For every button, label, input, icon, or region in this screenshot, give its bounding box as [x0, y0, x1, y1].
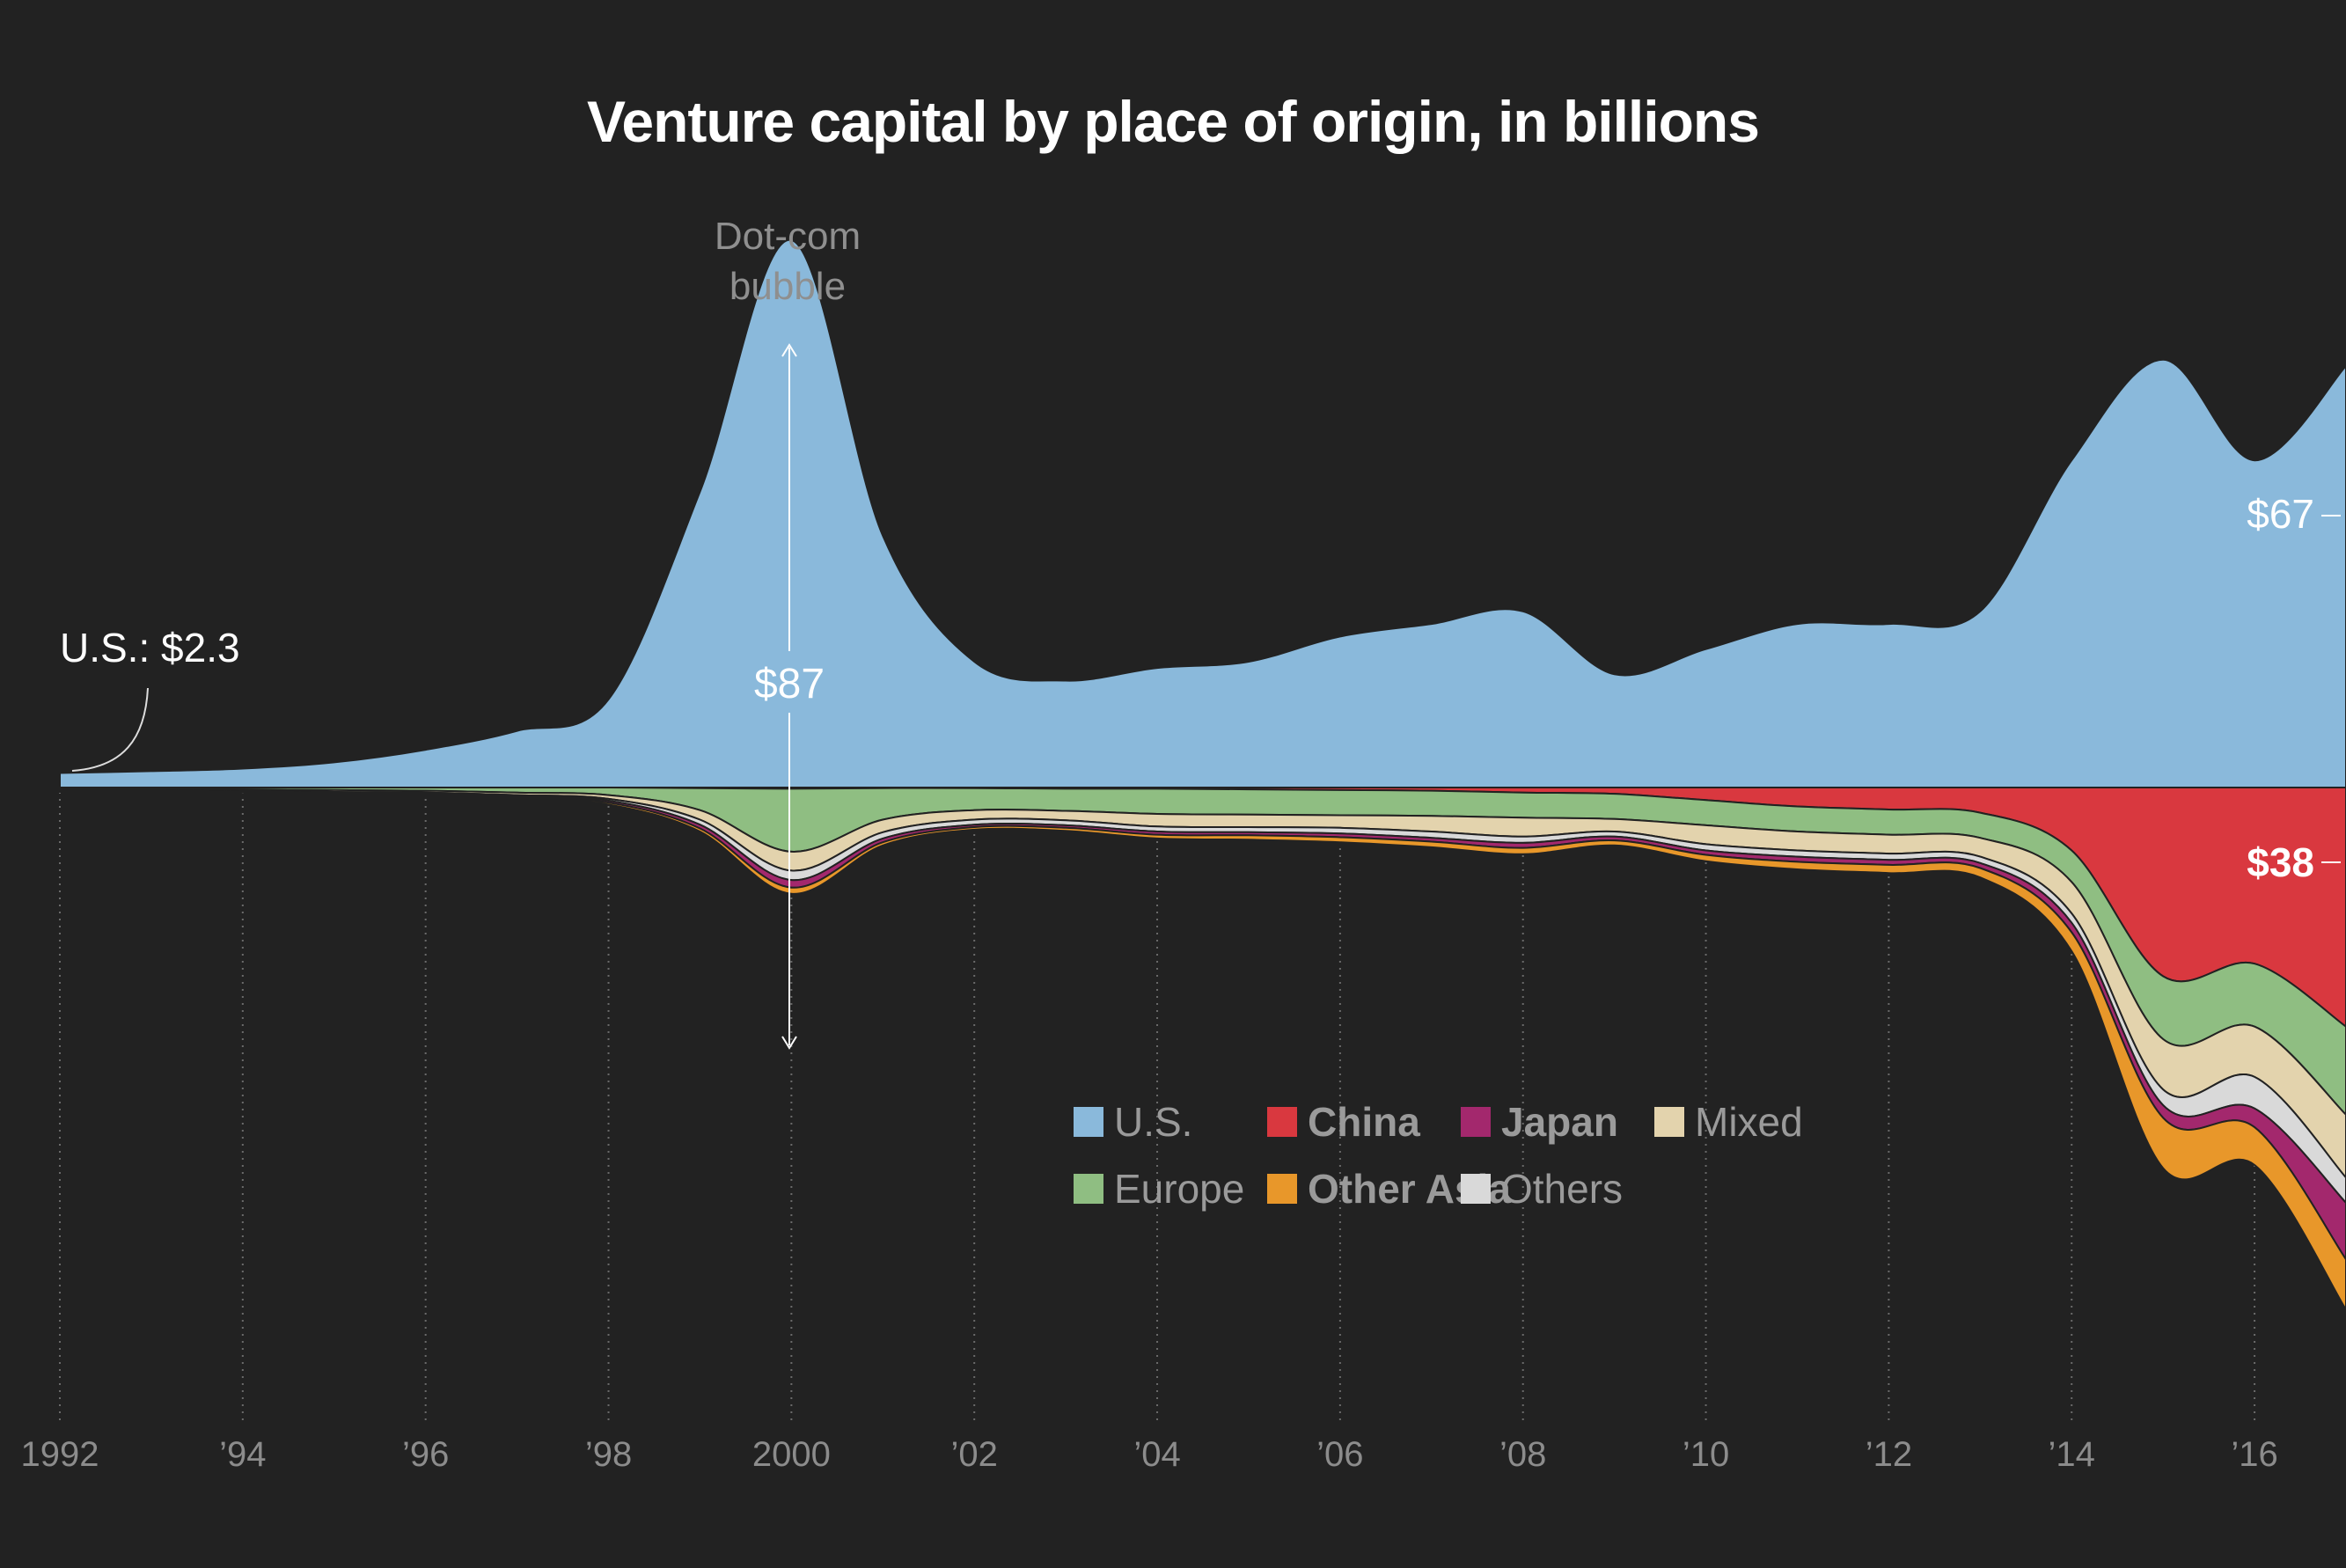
peak-label-bg: [744, 651, 835, 713]
stream-other-asia: [59, 790, 2346, 1312]
legend-swatch: [1267, 1107, 1297, 1137]
legend-item: Japan: [1461, 1098, 1654, 1146]
x-tick-label: ’04: [1133, 1435, 1180, 1474]
x-tick-label: ’12: [1866, 1435, 1912, 1474]
x-tick-label: 1992: [21, 1435, 99, 1474]
legend-item: Europe: [1074, 1165, 1267, 1213]
dotcom-label-line2: bubble: [729, 265, 846, 308]
peak-arrow-top: [781, 343, 797, 357]
legend-item: U.S.: [1074, 1098, 1267, 1146]
x-tick-label: ’08: [1499, 1435, 1546, 1474]
chart-legend: U.S. China Japan Mixed Europe Other Asia Other…: [1074, 1098, 1866, 1213]
stream-layers: [59, 238, 2346, 1312]
legend-label: U.S.: [1114, 1099, 1193, 1145]
legend-swatch: [1461, 1107, 1491, 1137]
x-tick-label: 2000: [752, 1435, 831, 1474]
legend-item: Other Asia: [1267, 1165, 1511, 1213]
chart-annotations: Dot-com bubble $87 U.S.: $2.3 $67 $38: [60, 215, 2341, 1050]
legend-swatch: [1267, 1174, 1297, 1204]
x-tick-label: ’16: [2231, 1435, 2277, 1474]
x-axis-ticks: 1992 ’94 ’96 ’98 2000 ’02 ’04 ’06 ’08 ’10 ’12 ’14 ’1…: [21, 1435, 2278, 1474]
legend-swatch: [1074, 1174, 1103, 1204]
legend-label: Japan: [1501, 1099, 1618, 1145]
dotcom-label-line1: Dot-com: [715, 215, 861, 258]
us-start-label: U.S.: $2.3: [60, 625, 240, 670]
legend-swatch: [1461, 1174, 1491, 1204]
chart-title: Venture capital by place of origin, in b…: [587, 89, 1760, 154]
legend-label: Europe: [1114, 1166, 1245, 1212]
legend-label: Others: [1501, 1166, 1624, 1212]
peak-label: $87: [754, 661, 825, 707]
x-tick-label: ’98: [585, 1435, 632, 1474]
china-end-label: $38: [2247, 839, 2314, 885]
legend-label: China: [1308, 1099, 1420, 1145]
x-tick-label: ’02: [951, 1435, 998, 1474]
legend-label: Mixed: [1695, 1099, 1803, 1145]
legend-item: Others: [1461, 1165, 1654, 1213]
peak-arrow-bottom: [781, 1036, 797, 1050]
us-start-leader: [71, 687, 149, 772]
x-tick-label: ’14: [2049, 1435, 2095, 1474]
x-tick-label: ’96: [402, 1435, 449, 1474]
legend-item: China: [1267, 1098, 1461, 1146]
x-tick-label: ’10: [1683, 1435, 1729, 1474]
x-tick-label: ’94: [219, 1435, 266, 1474]
legend-item: Mixed: [1654, 1098, 1848, 1146]
legend-swatch: [1074, 1107, 1103, 1137]
legend-swatch: [1654, 1107, 1684, 1137]
x-tick-label: ’06: [1316, 1435, 1363, 1474]
us-end-label: $67: [2247, 491, 2314, 537]
stream-u-s: [59, 238, 2346, 789]
